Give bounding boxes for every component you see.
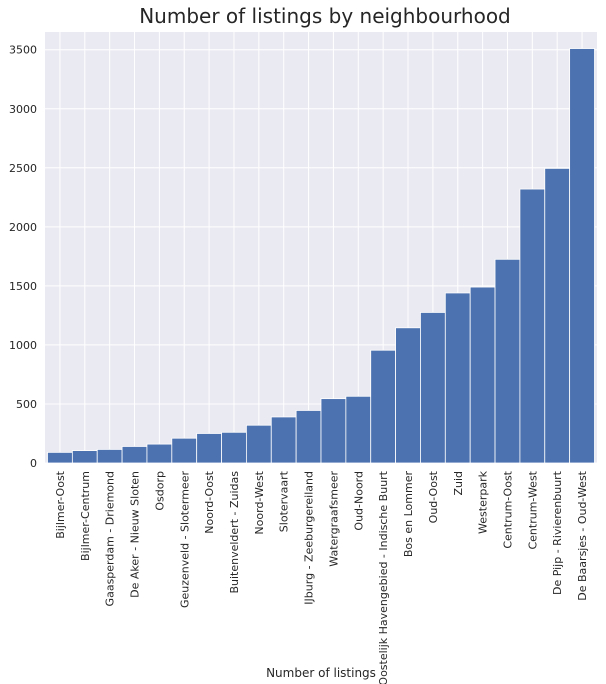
x-tick-label: Oostelijk Havengebied - Indische Buurt (377, 470, 390, 684)
y-tick-label: 2500 (9, 162, 37, 175)
bar (221, 431, 247, 464)
x-tick-label: Centrum-Oost (501, 470, 514, 548)
x-tick-label: Bijlmer-Centrum (79, 471, 92, 561)
bar (71, 450, 98, 464)
y-tick-label: 1500 (9, 280, 37, 293)
y-tick-label: 3000 (9, 103, 37, 116)
bars (47, 48, 595, 464)
y-tick-label: 1000 (9, 339, 37, 352)
x-tick-label: IJburg - Zeeburgereiland (303, 471, 316, 605)
bar (519, 188, 546, 464)
bar (395, 327, 421, 464)
x-tick-label: De Pijp - Rivierenbuurt (551, 470, 564, 595)
bar (96, 449, 123, 464)
bar (370, 349, 396, 464)
bar (270, 416, 297, 464)
x-tick-label: Slotervaart (278, 470, 291, 532)
bar (469, 286, 496, 464)
bar (569, 48, 595, 464)
y-tick-label: 2000 (9, 221, 37, 234)
x-tick-label: Oud-Noord (352, 471, 365, 531)
bar (246, 424, 272, 464)
x-tick-label: Noord-Oost (203, 470, 216, 533)
bar (121, 446, 148, 464)
x-tick-label: Oud-Oost (427, 470, 440, 523)
x-axis-label: Number of listings (266, 666, 376, 680)
y-axis-ticks: 0 500 1000 1500 2000 2500 3000 3500 (9, 44, 37, 470)
x-tick-label: De Baarsjes - Oud-West (576, 470, 589, 600)
bar (146, 443, 173, 464)
bar (47, 451, 73, 464)
x-tick-label: Noord-West (253, 470, 266, 534)
y-tick-label: 500 (16, 398, 37, 411)
y-tick-label: 3500 (9, 44, 37, 57)
bar (320, 398, 347, 464)
x-tick-label: Westerpark (477, 470, 490, 534)
x-axis-ticks: Bijlmer-Oost Bijlmer-Centrum Gaasperdam - … (54, 470, 589, 684)
bar (171, 437, 198, 464)
bar (420, 312, 446, 464)
bar (544, 167, 571, 464)
y-tick-label: 0 (30, 457, 37, 470)
bar (295, 410, 322, 464)
bar (196, 433, 222, 464)
x-tick-label: Zuid (452, 471, 465, 496)
x-tick-label: Bijlmer-Oost (54, 470, 67, 538)
x-tick-label: Osdorp (153, 471, 166, 511)
bar (494, 258, 521, 464)
x-tick-label: De Aker - Nieuw Sloten (129, 471, 142, 598)
x-tick-label: Gaasperdam - Driemond (104, 471, 117, 606)
x-tick-label: Geuzenveld - Slotermeer (178, 471, 191, 608)
x-tick-label: Watergraafsmeer (327, 471, 340, 567)
bar (345, 395, 372, 464)
x-tick-label: Buitenveldert - Zuidas (228, 471, 241, 594)
chart-title: Number of listings by neighbourhood (139, 4, 511, 28)
bar (444, 292, 471, 464)
x-tick-label: Centrum-West (526, 470, 539, 549)
x-tick-label: Bos en Lommer (402, 471, 415, 558)
